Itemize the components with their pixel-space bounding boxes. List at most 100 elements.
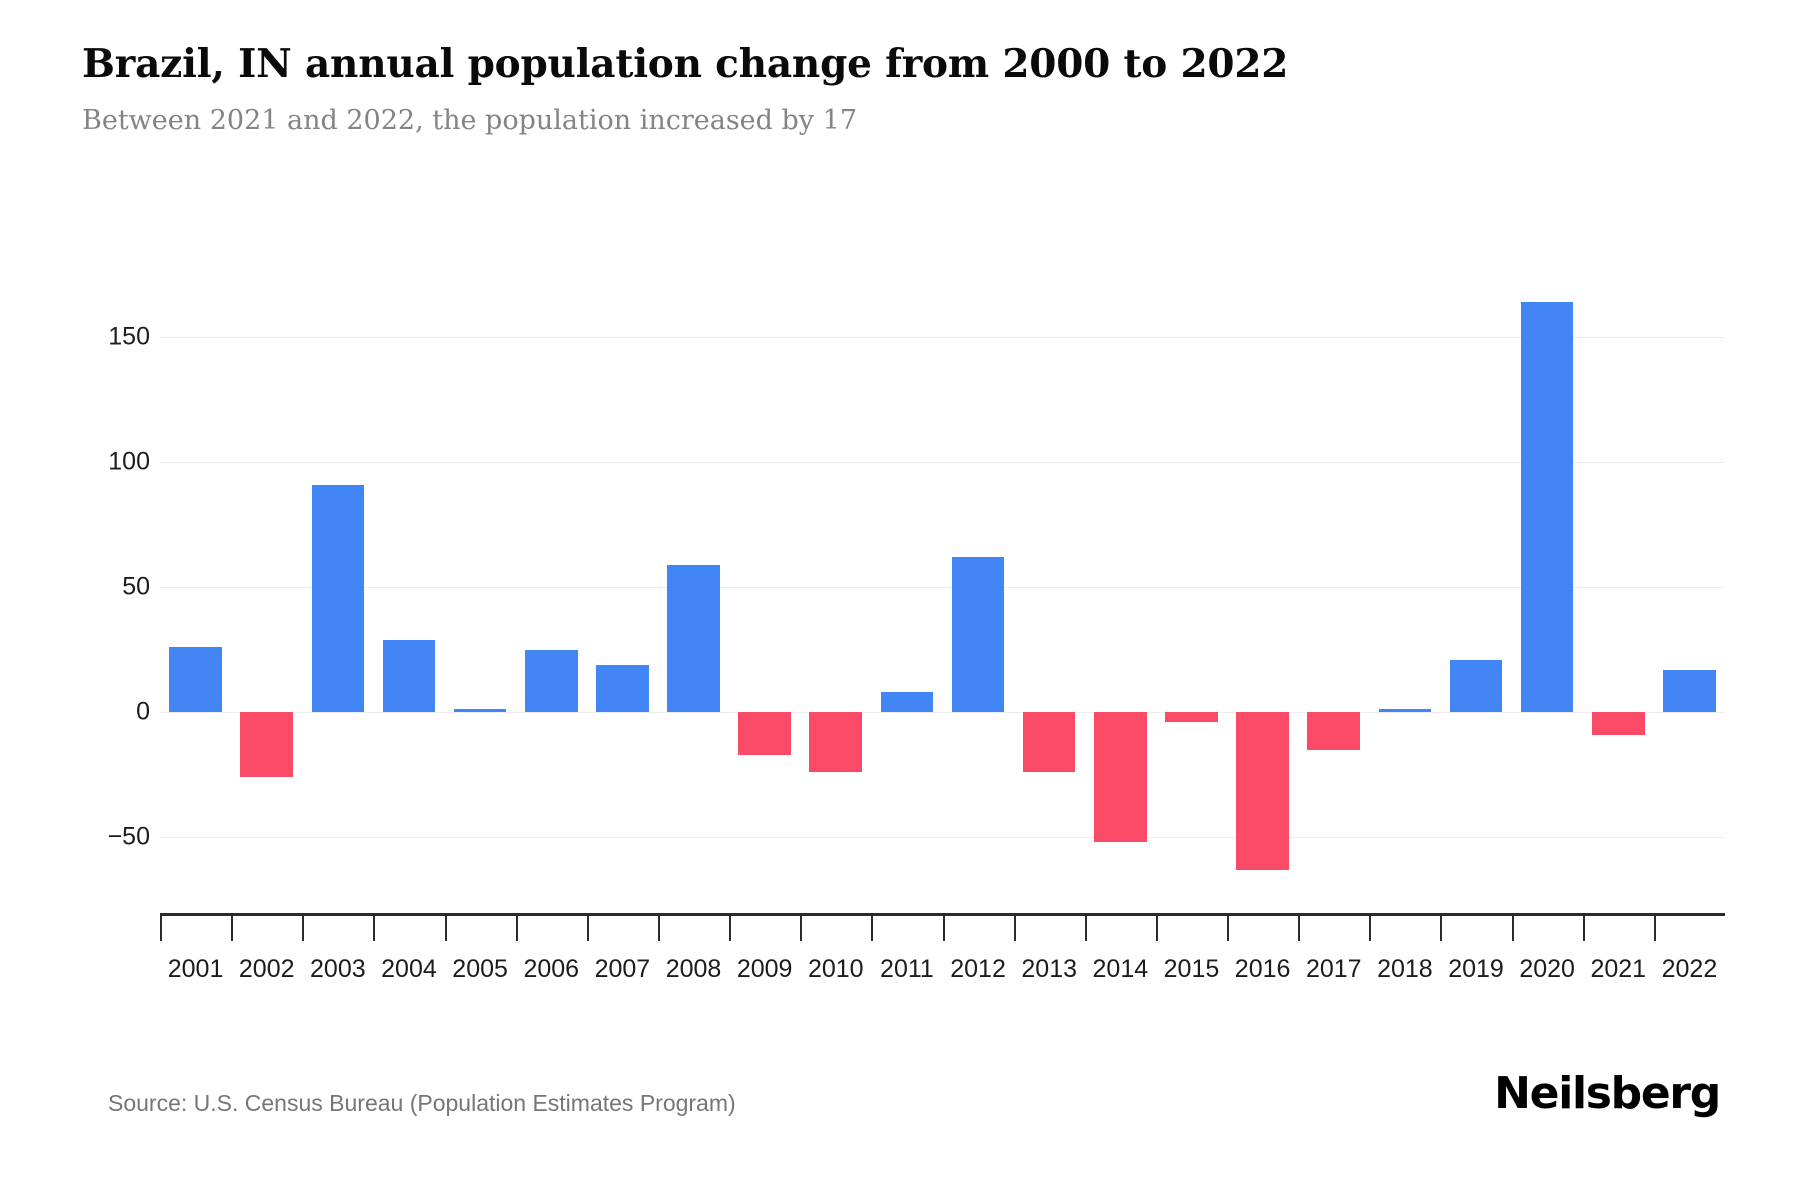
bar-series [160, 0, 1725, 1200]
bar-slot [1156, 0, 1227, 1200]
chart-subtitle: Between 2021 and 2022, the population in… [82, 104, 857, 136]
x-axis-tick [729, 915, 732, 941]
bar-2020[interactable] [1520, 302, 1574, 712]
bar-slot [1014, 0, 1085, 1200]
x-axis-tick-label: 2010 [807, 955, 864, 983]
bar-2016[interactable] [1236, 712, 1289, 870]
bar-slot [587, 0, 658, 1200]
y-axis-tick-label: 0 [136, 697, 150, 726]
x-axis-tick [800, 915, 803, 941]
x-axis-tick-label: 2012 [950, 955, 1006, 983]
x-axis-tick-label: 2016 [1234, 955, 1291, 983]
x-axis-tick [231, 915, 234, 941]
x-axis-tick-label: 2017 [1305, 955, 1362, 983]
x-axis-tick-label: 2006 [523, 955, 580, 983]
bar-slot [729, 0, 800, 1200]
gridline [160, 837, 1725, 838]
bar-slot [1085, 0, 1156, 1200]
bar-2007[interactable] [596, 664, 649, 712]
x-axis-tick-label: 2003 [310, 955, 366, 983]
bar-slot [1440, 0, 1511, 1200]
bar-2013[interactable] [1022, 712, 1076, 772]
x-axis-tick [1013, 915, 1016, 941]
bar-2012[interactable] [951, 557, 1005, 712]
x-axis-tick [1298, 915, 1301, 941]
gridline [160, 712, 1725, 713]
bar-2022[interactable] [1663, 669, 1716, 712]
x-axis-tick-label: 2014 [1092, 955, 1149, 983]
bar-2001[interactable] [169, 647, 222, 712]
x-axis-tick [942, 915, 945, 941]
bar-slot [516, 0, 587, 1200]
gridline [160, 462, 1725, 463]
x-axis-tick [302, 915, 305, 941]
x-axis-tick [586, 915, 589, 941]
x-axis-tick [160, 915, 162, 941]
x-axis-tick [1155, 915, 1158, 941]
bar-slot [658, 0, 729, 1200]
x-axis-tick-label: 2020 [1519, 955, 1575, 983]
bar-slot [445, 0, 516, 1200]
chart-header: Brazil, IN annual population change from… [82, 42, 1722, 137]
bar-2003[interactable] [311, 484, 365, 712]
x-axis-tick-label: 2019 [1448, 955, 1504, 983]
bar-2006[interactable] [524, 649, 578, 712]
x-axis-tick-label: 2021 [1590, 955, 1647, 983]
x-axis-tick [1653, 915, 1656, 941]
y-axis-tick-label: 50 [122, 572, 150, 601]
bar-2008[interactable] [667, 564, 720, 712]
bar-slot [160, 0, 231, 1200]
x-axis-tick-label: 2004 [381, 955, 437, 983]
gridline [160, 337, 1725, 338]
x-axis-tick-label: 2022 [1661, 955, 1718, 983]
bar-2010[interactable] [809, 712, 863, 772]
bar-2004[interactable] [382, 639, 436, 712]
bar-slot [1654, 0, 1725, 1200]
bar-2009[interactable] [738, 712, 791, 755]
x-axis-line [160, 913, 1725, 916]
page-title: Brazil, IN annual population change from… [82, 41, 1289, 87]
x-axis-tick-label: 2008 [665, 955, 722, 983]
bar-2017[interactable] [1307, 712, 1361, 750]
y-axis-tick-label: 150 [108, 322, 150, 351]
bar-2011[interactable] [880, 692, 934, 712]
x-axis-tick-label: 2015 [1163, 955, 1220, 983]
bar-slot [302, 0, 373, 1200]
source-note: Source: U.S. Census Bureau (Population E… [108, 1090, 736, 1116]
bar-slot [1227, 0, 1298, 1200]
x-axis-tick-label: 2013 [1021, 955, 1078, 983]
x-axis-tick [1084, 915, 1087, 941]
bar-2005[interactable] [453, 709, 507, 712]
x-axis-tick-label: 2018 [1377, 955, 1433, 983]
bar-2015[interactable] [1165, 712, 1218, 722]
y-axis-tick-label: −50 [107, 822, 150, 851]
x-axis-tick-label: 2005 [452, 955, 508, 983]
x-axis-tick [1511, 915, 1514, 941]
x-axis-tick-label: 2011 [880, 955, 934, 983]
bar-2019[interactable] [1449, 659, 1503, 712]
y-axis: −50 0 50 100 150 [60, 0, 150, 1200]
bar-2014[interactable] [1094, 712, 1147, 842]
bar-2018[interactable] [1378, 709, 1432, 712]
bar-slot [373, 0, 444, 1200]
x-axis-tick [515, 915, 518, 941]
x-axis-tick [444, 915, 447, 941]
x-axis-tick-label: 2002 [238, 955, 295, 983]
bar-slot [943, 0, 1014, 1200]
bar-2021[interactable] [1591, 712, 1645, 735]
bar-slot [871, 0, 942, 1200]
y-axis-tick-label: 100 [108, 447, 150, 476]
bar-slot [1583, 0, 1654, 1200]
bar-slot [231, 0, 302, 1200]
gridline [160, 587, 1725, 588]
x-axis-tick-label: 2009 [736, 955, 793, 983]
bar-slot [800, 0, 871, 1200]
x-axis-tick-label: 2007 [594, 955, 651, 983]
x-axis-tick [373, 915, 376, 941]
bar-2002[interactable] [240, 712, 293, 777]
x-axis-tick [1582, 915, 1585, 941]
brand-logo: Neilsberg [1494, 1068, 1721, 1119]
x-axis-tick [1369, 915, 1372, 941]
